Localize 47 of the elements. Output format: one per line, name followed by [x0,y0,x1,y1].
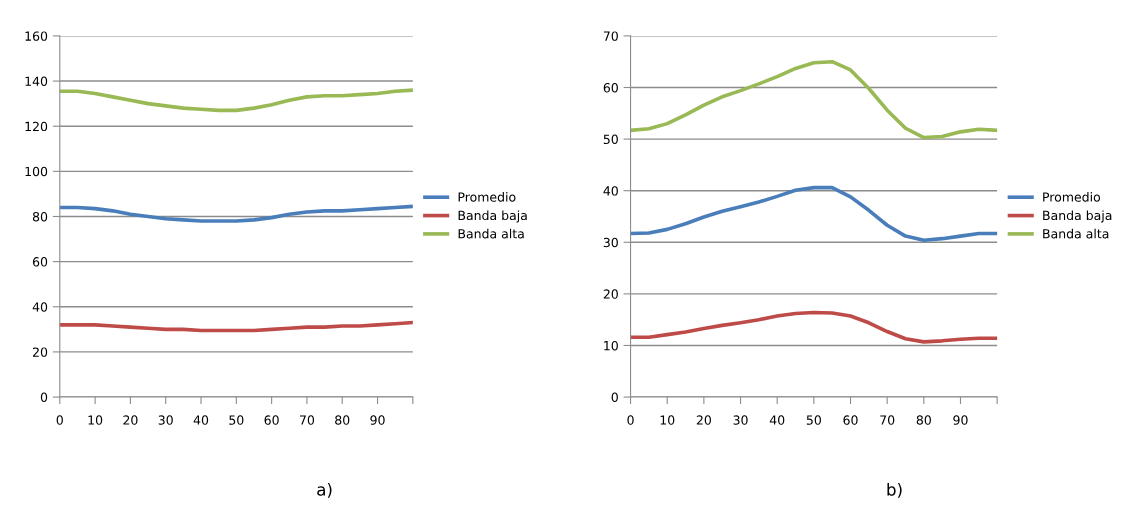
x-tick-label: 80 [916,415,931,425]
x-tick-label: 80 [335,415,350,425]
x-tick-label: 30 [733,415,748,425]
y-tick-label: 0 [40,392,48,402]
y-tick-label: 120 [25,121,48,132]
y-tick-label: 40 [603,186,618,196]
y-tick-label: 70 [603,31,618,41]
y-tick-label: 10 [604,340,618,351]
x-tick-label: 70 [880,415,895,425]
x-tick-label: 70 [300,415,315,425]
y-tick-label: 30 [603,237,618,248]
x-tick-label: 20 [696,415,711,425]
x-tick-label: 10 [88,415,103,425]
legend-label: Promedio [1043,192,1101,202]
x-tick-label: 60 [843,415,858,425]
x-tick-label: 90 [953,415,968,425]
legend-label: Banda alta [458,228,524,239]
legend-label: Banda baja [458,210,527,223]
x-tick-label: 10 [660,415,675,425]
text: a) [317,482,332,498]
x-tick-label: 0 [627,415,634,425]
x-tick-label: 90 [370,415,385,425]
x-tick-label: 40 [769,415,785,425]
y-tick-label: 20 [32,347,48,357]
line-series [59,320,413,333]
y-tick-label: 20 [603,289,618,299]
y-tick-label: 50 [603,134,618,145]
legend-label: Promedio [458,192,516,202]
y-tick-label: 160 [25,31,48,41]
legend-label: Banda baja [1043,210,1112,223]
y-tick-label: 0 [611,392,618,402]
line-series [59,88,413,113]
y-tick-label: 60 [32,257,48,267]
x-tick-label: 0 [56,415,63,425]
x-tick-label: 50 [806,415,821,425]
y-tick-label: 100 [25,166,48,177]
x-tick-label: 30 [158,415,173,425]
y-tick-label: 80 [32,211,48,222]
y-tick-label: 40 [32,302,48,312]
x-tick-label: 20 [123,415,138,425]
legend-label: Banda alta [1043,228,1109,239]
text: b) [887,482,902,498]
y-tick-label: 60 [603,82,618,93]
x-tick-label: 40 [193,415,209,425]
x-tick-label: 60 [264,415,279,425]
x-tick-label: 50 [229,415,244,425]
y-tick-label: 140 [25,76,48,86]
